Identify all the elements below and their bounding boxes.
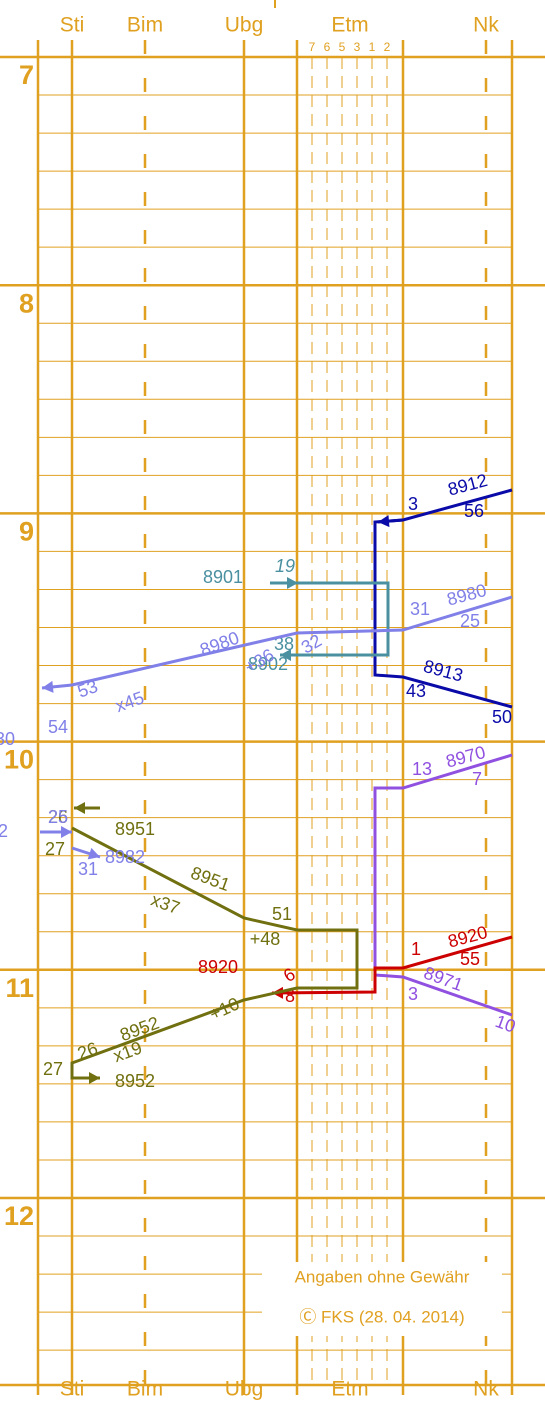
train-label: 25: [48, 807, 68, 827]
station-label: Bim: [127, 1378, 163, 1401]
train-label: 50: [492, 707, 512, 727]
train-label: 13: [412, 759, 432, 779]
train-label: 19: [275, 556, 295, 576]
train-label: 8: [285, 986, 295, 1006]
train-label: 8982: [105, 847, 145, 867]
track-label: 3: [354, 40, 361, 54]
train-label: 8901: [203, 567, 243, 587]
train-label: 55: [460, 949, 480, 969]
train-label: 7: [472, 769, 482, 789]
train-label: 27: [43, 1059, 63, 1079]
arrow-head: [280, 649, 291, 661]
station-label: Sti: [60, 1378, 85, 1401]
train-label: 54: [48, 717, 68, 737]
arrow-head: [287, 577, 298, 589]
hour-label: 11: [5, 973, 34, 1003]
station-label: Sti: [60, 14, 85, 37]
hour-label: 8: [19, 288, 34, 318]
arrow-head: [42, 680, 54, 693]
train-label: 8902: [248, 654, 288, 674]
track-label: 5: [339, 40, 346, 54]
arrow-head: [74, 802, 85, 814]
train-label: 8952: [115, 1071, 155, 1091]
footer-bg: [262, 1262, 502, 1336]
train-label: 8920: [198, 957, 238, 977]
train-path: [271, 935, 513, 995]
hour-label: 7: [19, 60, 34, 90]
arrow-head: [61, 826, 72, 838]
train-label: 26: [48, 807, 68, 827]
train-label: 31: [78, 859, 98, 879]
train-label: 30: [0, 729, 15, 749]
train-label: 3: [408, 984, 418, 1004]
arrow-head: [89, 1072, 100, 1084]
arrow-head: [87, 847, 100, 860]
train-path: [70, 826, 359, 1080]
train-label: 25: [460, 611, 480, 631]
station-label: Ubg: [225, 1378, 264, 1401]
station-label: Nk: [473, 1378, 499, 1401]
copyright: Ⓒ FKS (28. 04. 2014): [299, 1307, 464, 1326]
station-label: Bim: [127, 14, 163, 37]
train-label: 8951: [115, 819, 155, 839]
train-label: +48: [250, 929, 281, 949]
disclaimer: Angaben ohne Gewähr: [295, 1267, 470, 1286]
track-label: 1: [369, 40, 376, 54]
train-path: [41, 595, 513, 690]
track-label: 7: [309, 40, 316, 54]
track-label: 2: [384, 40, 391, 54]
train-label: 2: [0, 821, 8, 841]
train-label: 3: [408, 494, 418, 514]
hour-label: 10: [4, 745, 34, 775]
train-label: 56: [464, 501, 484, 521]
station-label: Etm: [331, 14, 368, 37]
train-label: 1: [411, 939, 421, 959]
hour-label: 9: [19, 517, 34, 547]
train-label: 31: [410, 599, 430, 619]
arrow-head: [378, 515, 390, 528]
train-label: 43: [406, 681, 426, 701]
train-label: 51: [272, 904, 292, 924]
station-label: Etm: [331, 1378, 368, 1401]
train-label: 38: [274, 634, 294, 654]
station-label: Ubg: [225, 14, 264, 37]
train-path: [373, 753, 513, 1017]
train-path: [373, 488, 513, 709]
hour-label: 12: [4, 1201, 34, 1231]
train-label: 27: [45, 839, 65, 859]
station-label: Nk: [473, 14, 499, 37]
track-label: 6: [324, 40, 331, 54]
train-path: [280, 581, 390, 657]
